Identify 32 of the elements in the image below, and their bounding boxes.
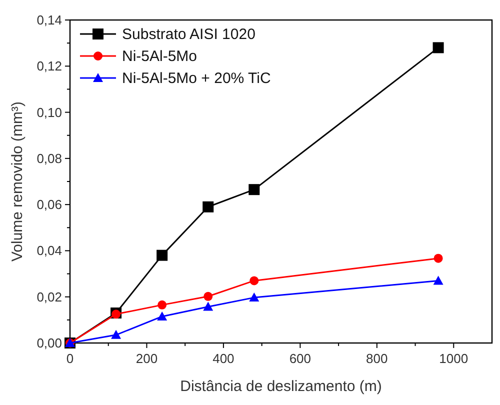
- point: [202, 201, 214, 212]
- point: [156, 250, 168, 261]
- x-tick-label: 200: [136, 351, 158, 366]
- y-tick-label: 0,12: [36, 58, 62, 74]
- point: [111, 330, 122, 339]
- y-tick-label: 0,04: [36, 243, 62, 258]
- x-tick-label: 800: [366, 351, 388, 366]
- point: [433, 276, 444, 285]
- point: [248, 184, 260, 196]
- point: [158, 300, 167, 310]
- x-tick-label: 0: [66, 351, 74, 366]
- y-tick-label: 0,00: [36, 336, 62, 350]
- legend-label: Substrato AISI 1020: [122, 26, 256, 43]
- legend-label: Ni-5Al-5Mo: [122, 48, 198, 65]
- legend-label: Ni-5Al-5Mo + 20% TiC: [122, 70, 271, 87]
- y-tick-label: 0,10: [36, 104, 62, 120]
- x-tick-label: 1000: [439, 351, 468, 366]
- y-tick-label: 0,14: [36, 12, 62, 28]
- point: [249, 292, 260, 302]
- point: [250, 276, 259, 286]
- x-axis-title: Distância de deslizamento (m): [180, 378, 382, 395]
- x-tick-label: 400: [212, 351, 234, 366]
- y-axis-title: Volume removido (mm³): [9, 101, 26, 262]
- point: [432, 42, 444, 54]
- point: [157, 311, 168, 320]
- point: [434, 254, 443, 263]
- y-tick-label: 0,08: [36, 150, 62, 166]
- point: [203, 302, 214, 311]
- point: [204, 292, 213, 301]
- x-tick-label: 600: [289, 351, 312, 366]
- y-tick-label: 0,06: [36, 197, 62, 212]
- y-tick-label: 0,02: [36, 289, 62, 304]
